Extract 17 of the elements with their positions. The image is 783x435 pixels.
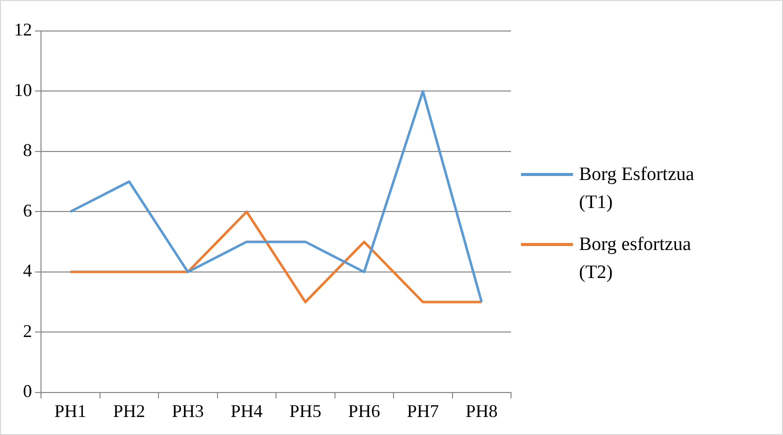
y-tick-label: 6: [23, 200, 32, 220]
x-tick-label: PH8: [466, 400, 498, 421]
legend-label: Borg Esfortzua (T1): [579, 163, 696, 215]
y-tick-label: 10: [14, 80, 32, 100]
y-tick-label: 4: [23, 260, 32, 281]
x-tick-label: PH1: [54, 400, 86, 421]
legend-label: Borg esfortzua (T2): [579, 233, 692, 285]
y-tick-label: 12: [14, 20, 32, 40]
y-tick-label: 0: [23, 381, 32, 402]
x-tick-label: PH4: [230, 400, 263, 421]
x-tick-label: PH5: [289, 400, 322, 421]
x-tick-label: PH2: [113, 400, 146, 421]
y-tick-label: 8: [23, 140, 32, 160]
x-tick-label: PH3: [172, 400, 204, 421]
x-tick-label: PH7: [406, 400, 439, 421]
y-tick-label: 2: [23, 320, 32, 341]
x-tick-label: PH6: [348, 400, 380, 421]
